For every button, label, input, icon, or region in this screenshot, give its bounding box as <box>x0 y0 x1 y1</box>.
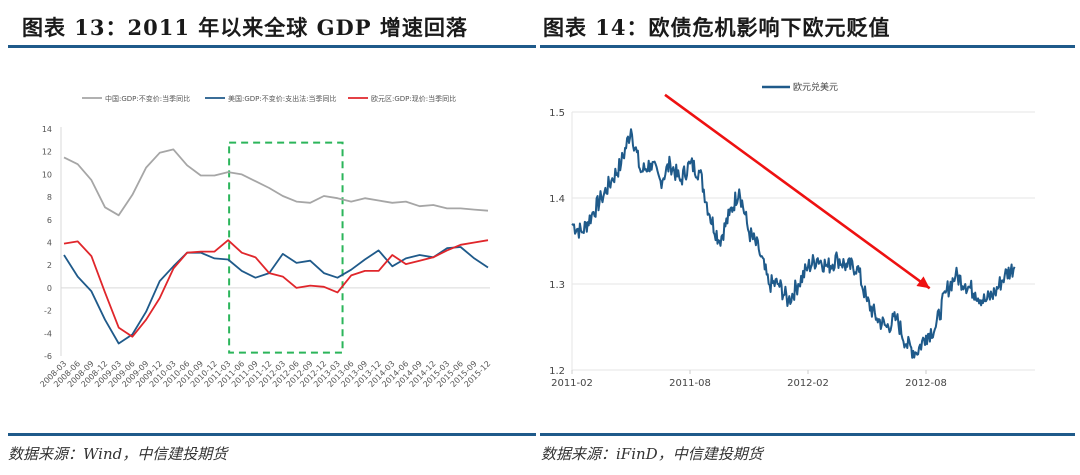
series-line-eurusd <box>571 128 1016 359</box>
right-source-note: 数据来源：iFinD，中信建投期货 <box>541 445 763 463</box>
legend-label-eurusd: 欧元兑美元 <box>793 81 838 93</box>
right-title-rule <box>540 45 1075 48</box>
y-tick-label: 6 <box>47 216 52 225</box>
highlight-box <box>228 141 344 354</box>
y-tick-label: 4 <box>47 239 52 248</box>
right-source-rule <box>540 433 1075 436</box>
y-tick-label: 10 <box>42 170 52 179</box>
x-tick-label: 2011-02 <box>551 378 593 389</box>
y-tick-label: 12 <box>42 148 52 157</box>
y-tick-label: 2 <box>47 261 52 270</box>
series-line-euro <box>63 239 489 338</box>
x-tick-label: 2011-08 <box>669 378 711 389</box>
left-series-lines <box>63 148 489 345</box>
legend-label-euro: 欧元区:GDP:现价:当季同比 <box>371 94 456 103</box>
series-line-china <box>63 148 489 217</box>
downtrend-arrow <box>664 93 931 290</box>
gdp-growth-chart: 中国:GDP:不变价:当季同比 美国:GDP:不变价:支出法:当季同比 欧元区:GD… <box>38 94 492 389</box>
left-title-rule <box>8 45 536 48</box>
series-line-us <box>63 246 489 345</box>
left-legend: 中国:GDP:不变价:当季同比 美国:GDP:不变价:支出法:当季同比 欧元区:GD… <box>82 94 456 103</box>
y-tick-label: 8 <box>47 193 52 202</box>
legend-label-us: 美国:GDP:不变价:支出法:当季同比 <box>228 94 336 103</box>
legend-label-china: 中国:GDP:不变价:当季同比 <box>105 94 190 103</box>
arrow-shaft <box>664 93 931 290</box>
x-tick-label: 2012-08 <box>905 378 947 389</box>
left-source-note: 数据来源：Wind，中信建投期货 <box>8 445 228 463</box>
y-tick-label: 1.4 <box>549 194 565 205</box>
y-tick-label: 14 <box>42 125 52 134</box>
y-tick-label: 0 <box>47 284 52 293</box>
left-chart-title: 图表 13：2011 年以来全球 GDP 增速回落 <box>22 15 468 40</box>
y-tick-label: -4 <box>44 329 52 338</box>
x-tick-label: 2012-02 <box>787 378 829 389</box>
y-tick-label: 1.5 <box>549 108 565 119</box>
y-tick-label: 1.3 <box>549 280 565 291</box>
right-legend: 欧元兑美元 <box>762 81 838 93</box>
right-chart-title: 图表 14：欧债危机影响下欧元贬值 <box>543 15 891 40</box>
arrow-head <box>916 276 930 289</box>
right-series-lines <box>571 128 1016 359</box>
highlight-dashed-box <box>228 141 344 354</box>
y-tick-label: 1.2 <box>549 366 565 377</box>
y-tick-label: -6 <box>44 352 52 361</box>
left-source-rule <box>8 433 536 436</box>
y-tick-label: -2 <box>44 307 52 316</box>
